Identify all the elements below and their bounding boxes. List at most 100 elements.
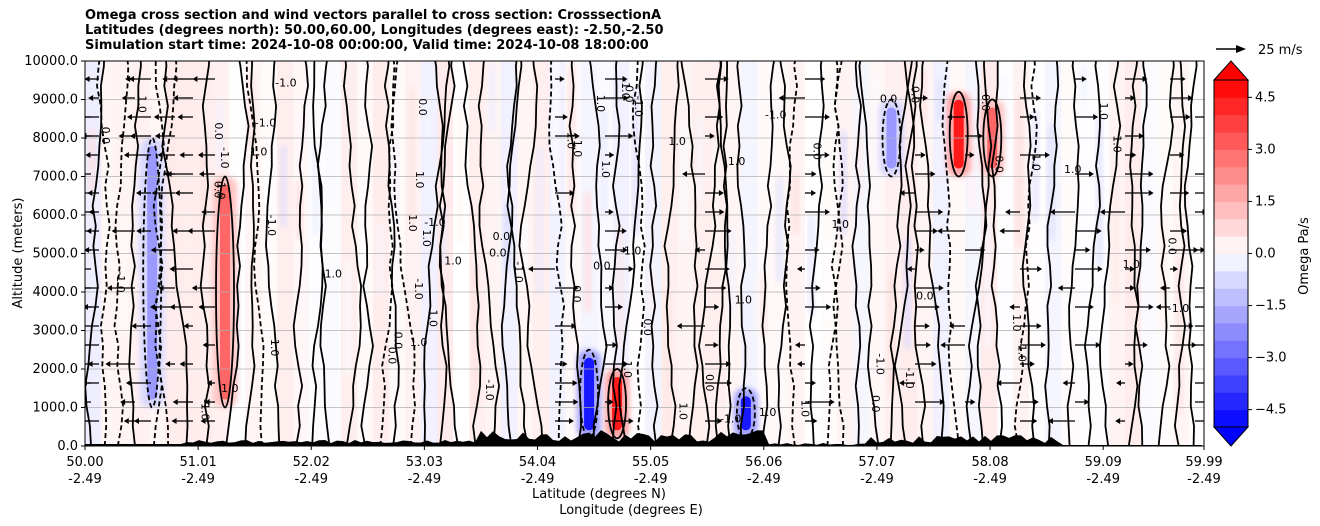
wind-vector-head xyxy=(1029,114,1035,120)
contour-line xyxy=(244,61,256,446)
wind-vector-head xyxy=(1005,209,1011,215)
omega-patch xyxy=(456,92,463,244)
wind-vector-head xyxy=(714,304,720,310)
omega-patch xyxy=(1112,161,1119,305)
wind-vector-head xyxy=(1138,133,1144,139)
wind-vector-head xyxy=(1099,209,1105,215)
wind-vector-head xyxy=(1009,304,1015,310)
contour-closed xyxy=(215,175,235,409)
x-tick-label-lat: 56.06 xyxy=(745,455,782,470)
wind-vector-head xyxy=(70,228,75,234)
omega-patch xyxy=(808,214,815,317)
contour-label: 0.0 xyxy=(489,246,507,259)
contour-line xyxy=(390,61,416,446)
omega-patch xyxy=(216,96,223,172)
wind-vector-head xyxy=(573,285,579,291)
colorbar-level xyxy=(1214,409,1248,428)
contour-line xyxy=(113,61,130,446)
wind-vector-head xyxy=(157,152,163,158)
contour-label: 0.0 xyxy=(810,142,823,160)
wind-vector-head xyxy=(173,95,179,101)
y-axis-label: Altitude (meters) xyxy=(11,198,26,309)
contour-line xyxy=(826,61,844,446)
wind-vector-head xyxy=(1032,418,1038,424)
x-tick-label-lat: 50.00 xyxy=(66,455,103,470)
wind-vector-head xyxy=(63,266,68,272)
contour-label: 1.0 xyxy=(799,400,812,418)
contour-label: 1.0 xyxy=(214,182,227,200)
x-tick-label-lon: -2.49 xyxy=(521,472,555,487)
wind-vector-head xyxy=(85,247,90,253)
colorbar-level xyxy=(1214,236,1248,254)
wind-vector-head xyxy=(825,209,831,215)
contour-closed xyxy=(579,348,599,440)
contour-line xyxy=(631,61,646,446)
contour-closed xyxy=(982,98,1003,178)
contour-line xyxy=(518,61,544,446)
x-tick-label-lat: 55.05 xyxy=(632,455,669,470)
wind-vector-head xyxy=(996,380,1002,386)
y-tick-label: 7000.0 xyxy=(33,170,79,185)
wind-vector-head xyxy=(1173,266,1179,272)
wind-vector-head xyxy=(71,380,76,386)
contour-line xyxy=(548,61,566,446)
omega-patch xyxy=(328,202,335,271)
contour-label: -1.0 xyxy=(873,353,886,374)
wind-vector-head xyxy=(814,247,820,253)
colorbar-tick-label: −4.5 xyxy=(1255,403,1287,418)
omega-patch xyxy=(824,235,831,320)
contour-line xyxy=(1157,61,1175,446)
contour-label: 1.0 xyxy=(135,95,148,113)
wind-vector-head xyxy=(719,209,725,215)
contour-label: 1.0 xyxy=(1111,135,1124,153)
contour-label: 1.0 xyxy=(676,403,689,421)
x-tick-label-lon: -2.49 xyxy=(747,472,781,487)
wind-vector-head xyxy=(118,133,124,139)
contour-lines xyxy=(85,61,1198,446)
omega-patch xyxy=(1192,282,1199,440)
y-tick-label: 9000.0 xyxy=(33,93,79,108)
wind-vector-head xyxy=(126,114,132,120)
wind-vector-head xyxy=(85,304,89,310)
contour-label: 1.0 xyxy=(325,267,343,280)
contour-line xyxy=(903,61,927,446)
colorbar: 4.5 3.0 1.5 0.0 −1.5 −3.0 −4.5 xyxy=(1212,60,1287,447)
wind-vector-head xyxy=(123,418,129,424)
colorbar-level xyxy=(1214,270,1248,289)
wind-vector-head xyxy=(568,418,574,424)
wind-vector-head xyxy=(1131,152,1137,158)
contour-line xyxy=(941,61,961,446)
title-line-2: Latitudes (degrees north): 50.00,60.00, … xyxy=(85,23,664,38)
contour-line xyxy=(199,61,211,446)
wind-vector-head xyxy=(85,76,90,82)
contour-line xyxy=(698,61,722,446)
wind-vector-head xyxy=(676,323,682,329)
omega-patch xyxy=(792,172,799,235)
omega-patch xyxy=(392,137,399,225)
contour-label: -1.0 xyxy=(114,271,127,292)
y-tick-label: 10000.0 xyxy=(24,54,78,69)
contour-line xyxy=(1083,61,1101,446)
x-tick-label-lon: -2.49 xyxy=(860,472,894,487)
contour-line xyxy=(85,61,105,446)
wind-vector-head xyxy=(120,399,126,405)
omega-feature-core xyxy=(953,99,964,169)
contour-label: -1.0 xyxy=(412,278,425,299)
omega-feature-core xyxy=(584,357,595,431)
wind-vector-head xyxy=(1188,323,1194,329)
contour-line xyxy=(851,61,862,446)
wind-vector-head xyxy=(623,361,629,367)
contour-line xyxy=(506,61,529,446)
wind-vector-head xyxy=(1148,171,1154,177)
wind-vector-head xyxy=(111,228,117,234)
wind-vector-head xyxy=(608,399,614,405)
omega-patch xyxy=(120,219,127,336)
wind-vector-head xyxy=(1130,285,1136,291)
wind-vector-head xyxy=(179,152,185,158)
wind-vector-head xyxy=(811,380,817,386)
contour-line xyxy=(225,61,250,446)
wind-vector-head xyxy=(179,361,185,367)
wind-vector-head xyxy=(1204,418,1209,424)
wind-vector-head xyxy=(65,304,70,310)
contour-label: 1.0 xyxy=(406,214,419,232)
